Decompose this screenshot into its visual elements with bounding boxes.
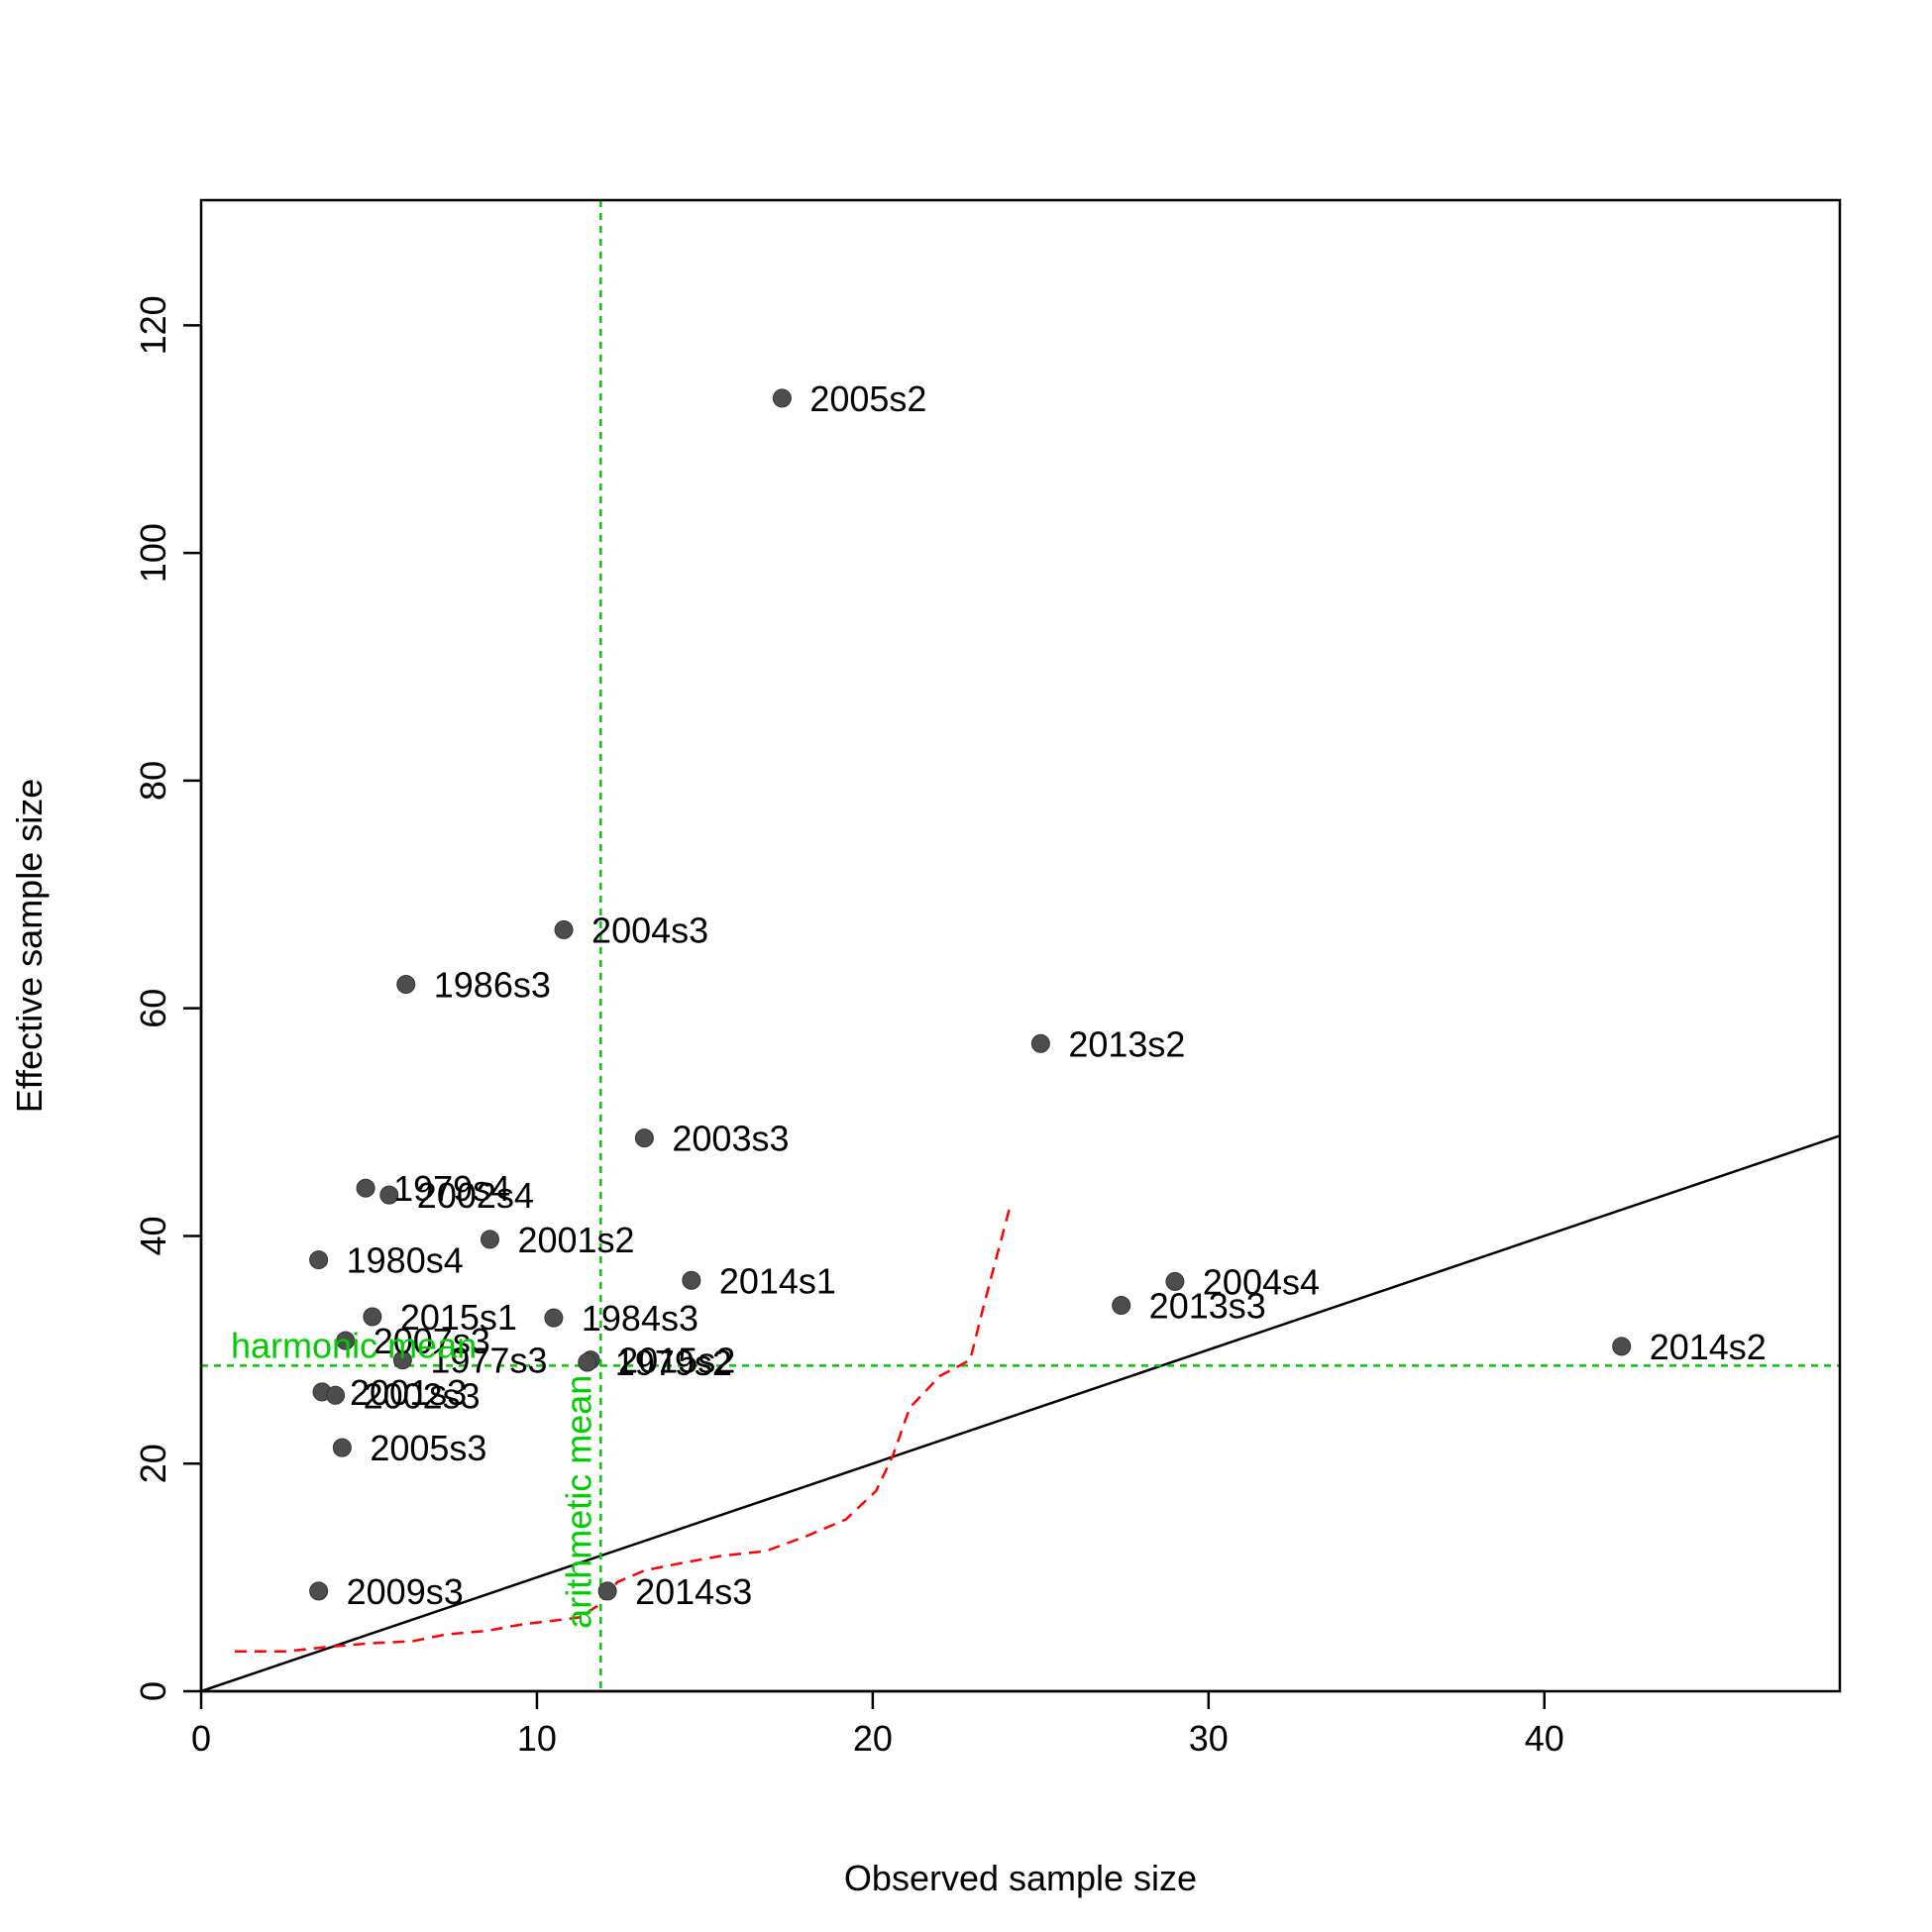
- y-tick-label: 60: [133, 989, 173, 1028]
- data-point: [356, 1178, 376, 1198]
- data-point: [682, 1270, 701, 1290]
- point-label: 1979s4: [393, 1168, 510, 1209]
- x-axis-title: Observed sample size: [844, 1858, 1197, 1898]
- point-label: 2005s3: [370, 1428, 486, 1468]
- data-point: [309, 1581, 329, 1601]
- plot-area: 2005s22004s31986s32013s22003s31979s42002…: [201, 200, 1840, 1691]
- point-label: 2013s3: [1149, 1286, 1266, 1327]
- x-axis: 0 10 20 30 40: [191, 1689, 1564, 1759]
- data-point: [1112, 1296, 1131, 1316]
- y-tick-label: 40: [133, 1216, 173, 1255]
- data-point: [309, 1250, 329, 1270]
- x-tick-label: 0: [191, 1718, 211, 1759]
- point-label: 2002s4: [417, 1175, 534, 1216]
- data-point: [772, 388, 792, 408]
- data-point: [554, 919, 574, 939]
- point-label: 2004s4: [1203, 1261, 1320, 1302]
- data-point: [379, 1185, 399, 1205]
- point-label: 2014s1: [719, 1260, 836, 1301]
- data-point: [634, 1128, 654, 1148]
- y-tick-label: 80: [133, 761, 173, 801]
- point-label: 1977s3: [430, 1341, 547, 1381]
- data-point: [578, 1352, 597, 1372]
- point-label: 2004s3: [591, 910, 708, 950]
- y-axis-title: Effective sample size: [9, 779, 50, 1113]
- data-point: [597, 1581, 617, 1601]
- data-point: [336, 1331, 356, 1350]
- point-label: 2005s2: [809, 378, 926, 419]
- y-tick-label: 100: [133, 523, 173, 583]
- y-axis: 0 20 40 60 80 100 120: [133, 295, 203, 1701]
- data-point: [1165, 1271, 1185, 1291]
- data-point: [363, 1307, 382, 1327]
- point-label: 2001s3: [350, 1372, 467, 1413]
- y-tick-label: 120: [133, 295, 173, 355]
- point-label: 2001s2: [517, 1220, 634, 1260]
- point-label: 1980s4: [347, 1240, 464, 1281]
- point-label: 1986s3: [434, 965, 551, 1006]
- data-point: [1030, 1033, 1050, 1053]
- data-point: [392, 1350, 412, 1370]
- x-tick-label: 10: [517, 1718, 557, 1759]
- harmonic-mean-label: harmonic mean: [231, 1325, 477, 1365]
- identity-line: [201, 1134, 1840, 1691]
- y-tick-label: 20: [133, 1444, 173, 1483]
- point-label: 2015s2: [618, 1341, 735, 1381]
- smoother-line: [234, 1205, 1013, 1654]
- data-point: [544, 1308, 564, 1328]
- point-label: 2015s1: [400, 1297, 517, 1338]
- point-label: 2007s3: [374, 1321, 490, 1361]
- data-point: [332, 1438, 352, 1457]
- point-label: 1979s2: [615, 1342, 732, 1383]
- data-point: [480, 1230, 499, 1249]
- arithmetic-mean-label: arithmetic mean: [558, 1375, 598, 1629]
- point-label: 2014s2: [1650, 1327, 1767, 1367]
- x-tick-label: 40: [1525, 1718, 1564, 1759]
- point-label: 2013s2: [1068, 1023, 1185, 1064]
- point-label: 1984s3: [582, 1298, 698, 1339]
- point-label: 2009s3: [347, 1571, 464, 1612]
- data-point: [326, 1385, 346, 1405]
- x-tick-label: 30: [1189, 1718, 1229, 1759]
- data-point: [396, 975, 416, 995]
- x-tick-label: 20: [853, 1718, 893, 1759]
- data-point: [1612, 1337, 1632, 1356]
- y-tick-label: 0: [133, 1681, 173, 1701]
- point-label: 2002s3: [364, 1375, 481, 1416]
- point-label: 2014s3: [635, 1571, 752, 1612]
- point-label: 2003s3: [672, 1119, 789, 1159]
- plot-marks: [201, 200, 1840, 1691]
